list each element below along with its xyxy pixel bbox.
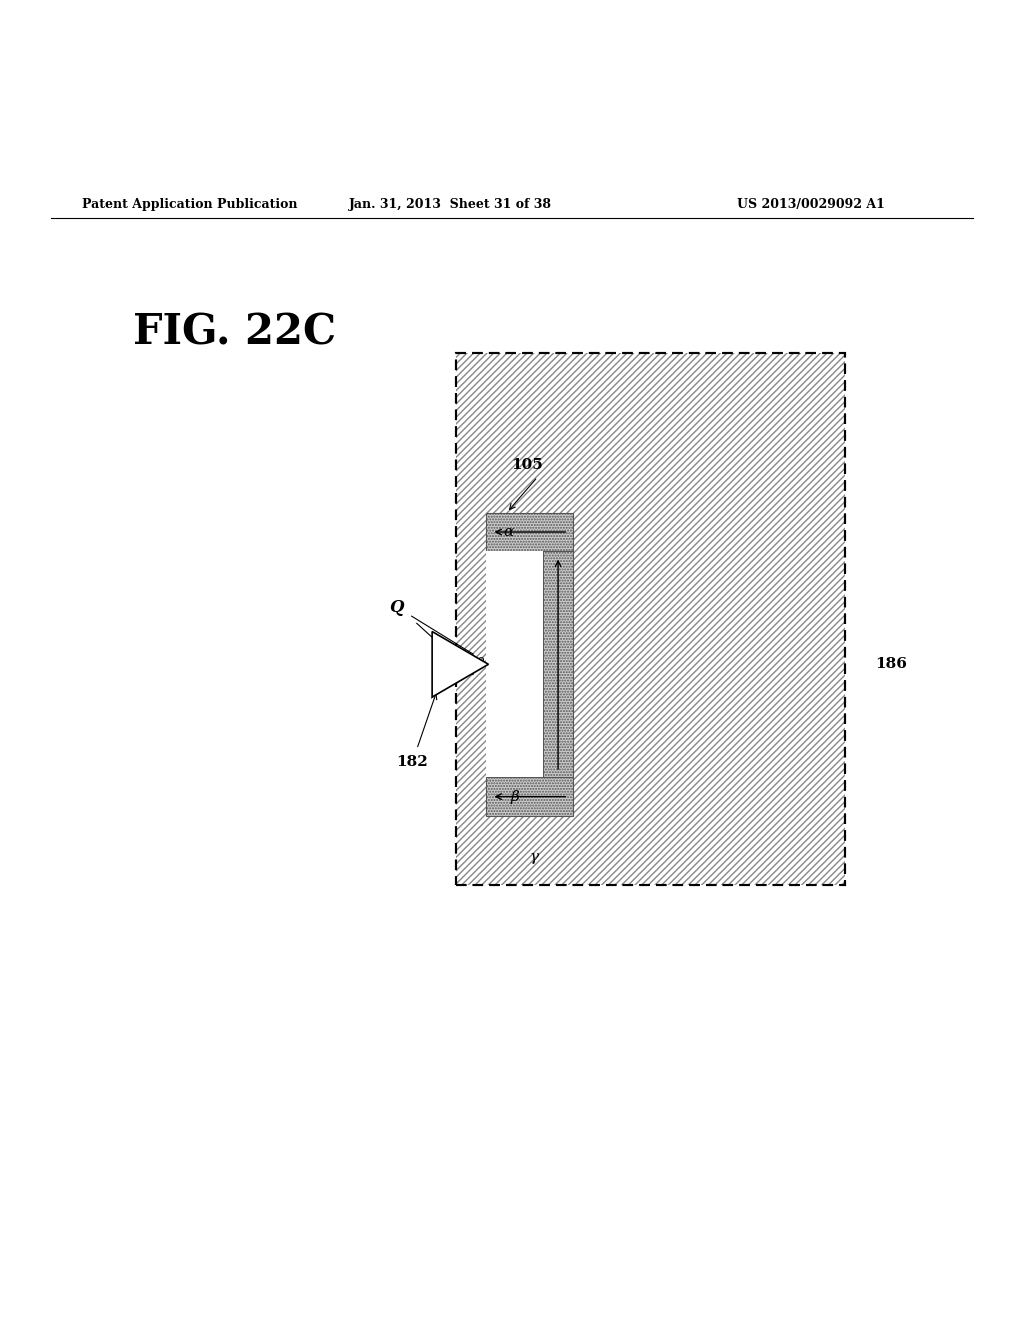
Text: Q: Q <box>389 599 403 616</box>
Text: Jan. 31, 2013  Sheet 31 of 38: Jan. 31, 2013 Sheet 31 of 38 <box>349 198 552 211</box>
Bar <box>486 552 543 777</box>
Text: 186: 186 <box>876 657 907 672</box>
Text: FIG. 22C: FIG. 22C <box>133 312 336 354</box>
Text: Patent Application Publication: Patent Application Publication <box>82 198 297 211</box>
Text: α: α <box>504 525 514 539</box>
Bar <box>543 552 573 777</box>
Text: γ: γ <box>529 850 539 865</box>
Bar <box>456 352 845 886</box>
Bar <box>456 352 845 886</box>
Text: 105: 105 <box>511 458 544 471</box>
Bar <box>456 352 845 886</box>
Bar <box>456 352 845 886</box>
Text: US 2013/0029092 A1: US 2013/0029092 A1 <box>737 198 885 211</box>
Text: 182: 182 <box>395 755 428 768</box>
Bar <box>486 777 573 816</box>
Text: β: β <box>510 789 519 804</box>
Text: o: o <box>476 653 484 667</box>
Polygon shape <box>432 631 488 697</box>
Bar <box>486 512 573 552</box>
Bar <box>486 512 573 816</box>
